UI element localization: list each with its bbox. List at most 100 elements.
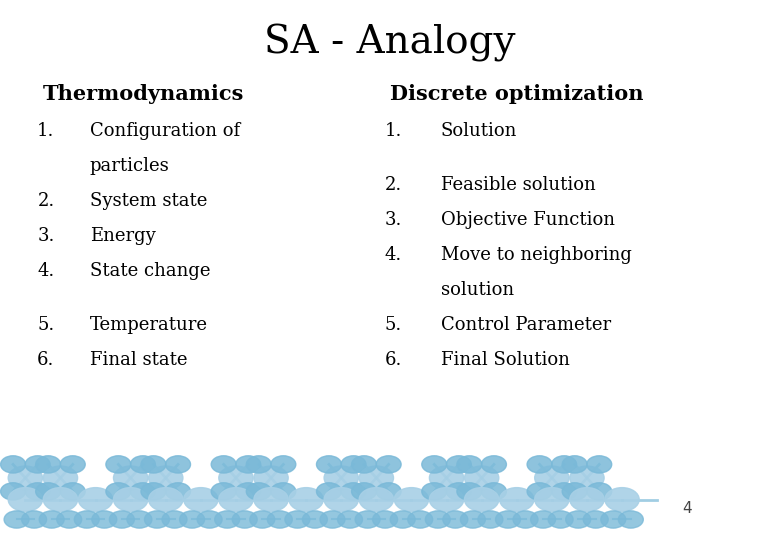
Circle shape (338, 511, 363, 528)
Circle shape (219, 488, 254, 511)
Circle shape (148, 466, 183, 490)
Text: Temperature: Temperature (90, 316, 207, 334)
Circle shape (446, 456, 471, 473)
Circle shape (481, 483, 506, 500)
Text: 2.: 2. (385, 176, 402, 194)
Circle shape (513, 511, 538, 528)
Circle shape (320, 511, 345, 528)
Circle shape (44, 466, 78, 490)
Circle shape (460, 511, 485, 528)
Text: 3.: 3. (37, 227, 55, 245)
Circle shape (254, 466, 289, 490)
Text: 6.: 6. (37, 352, 55, 369)
Circle shape (422, 456, 447, 473)
Text: 1.: 1. (385, 122, 402, 139)
Circle shape (197, 511, 222, 528)
Circle shape (57, 511, 82, 528)
Text: Final state: Final state (90, 352, 187, 369)
Circle shape (22, 511, 47, 528)
Text: Discrete optimization: Discrete optimization (390, 84, 644, 104)
Text: State change: State change (90, 262, 210, 280)
Circle shape (130, 456, 155, 473)
Circle shape (601, 511, 626, 528)
Circle shape (271, 483, 296, 500)
Circle shape (130, 483, 155, 500)
Circle shape (25, 483, 50, 500)
Circle shape (376, 456, 401, 473)
Circle shape (499, 488, 534, 511)
Circle shape (359, 466, 393, 490)
Circle shape (215, 511, 239, 528)
Circle shape (534, 466, 569, 490)
Circle shape (583, 511, 608, 528)
Circle shape (179, 511, 204, 528)
Circle shape (464, 466, 499, 490)
Circle shape (211, 456, 236, 473)
Circle shape (376, 483, 401, 500)
Circle shape (1, 483, 26, 500)
Circle shape (184, 488, 218, 511)
Circle shape (394, 488, 429, 511)
Circle shape (605, 488, 640, 511)
Circle shape (562, 456, 587, 473)
Circle shape (527, 456, 552, 473)
Circle shape (619, 511, 644, 528)
Circle shape (551, 483, 576, 500)
Text: Control Parameter: Control Parameter (441, 316, 611, 334)
Circle shape (92, 511, 117, 528)
Circle shape (1, 456, 26, 473)
Circle shape (317, 483, 342, 500)
Circle shape (587, 456, 612, 473)
Circle shape (60, 456, 85, 473)
Text: particles: particles (90, 157, 169, 174)
Circle shape (569, 488, 604, 511)
Circle shape (109, 511, 134, 528)
Circle shape (36, 483, 61, 500)
Text: 4.: 4. (37, 262, 55, 280)
Circle shape (478, 511, 503, 528)
Circle shape (446, 483, 471, 500)
Circle shape (341, 456, 366, 473)
Circle shape (144, 511, 169, 528)
Circle shape (114, 488, 148, 511)
Circle shape (162, 511, 187, 528)
Circle shape (25, 456, 50, 473)
Circle shape (289, 488, 324, 511)
Circle shape (548, 511, 573, 528)
Circle shape (219, 466, 254, 490)
Circle shape (481, 456, 506, 473)
Circle shape (495, 511, 520, 528)
Circle shape (569, 466, 604, 490)
Circle shape (9, 466, 43, 490)
Circle shape (534, 488, 569, 511)
Text: Solution: Solution (441, 122, 517, 139)
Text: 5.: 5. (385, 316, 402, 334)
Circle shape (562, 483, 587, 500)
Circle shape (352, 483, 377, 500)
Circle shape (246, 483, 271, 500)
Circle shape (4, 511, 29, 528)
Circle shape (464, 488, 499, 511)
Circle shape (271, 456, 296, 473)
Text: 5.: 5. (37, 316, 55, 334)
Circle shape (530, 511, 555, 528)
Circle shape (232, 511, 257, 528)
Circle shape (425, 511, 450, 528)
Text: SA - Analogy: SA - Analogy (264, 24, 516, 62)
Circle shape (355, 511, 380, 528)
Circle shape (359, 488, 393, 511)
Text: Energy: Energy (90, 227, 155, 245)
Circle shape (324, 466, 359, 490)
Text: 6.: 6. (385, 352, 402, 369)
Circle shape (114, 466, 148, 490)
Circle shape (443, 511, 468, 528)
Circle shape (429, 466, 463, 490)
Circle shape (352, 456, 377, 473)
Circle shape (9, 488, 43, 511)
Circle shape (457, 456, 482, 473)
Circle shape (341, 483, 366, 500)
Circle shape (141, 456, 166, 473)
Circle shape (285, 511, 310, 528)
Circle shape (408, 511, 433, 528)
Text: Feasible solution: Feasible solution (441, 176, 595, 194)
